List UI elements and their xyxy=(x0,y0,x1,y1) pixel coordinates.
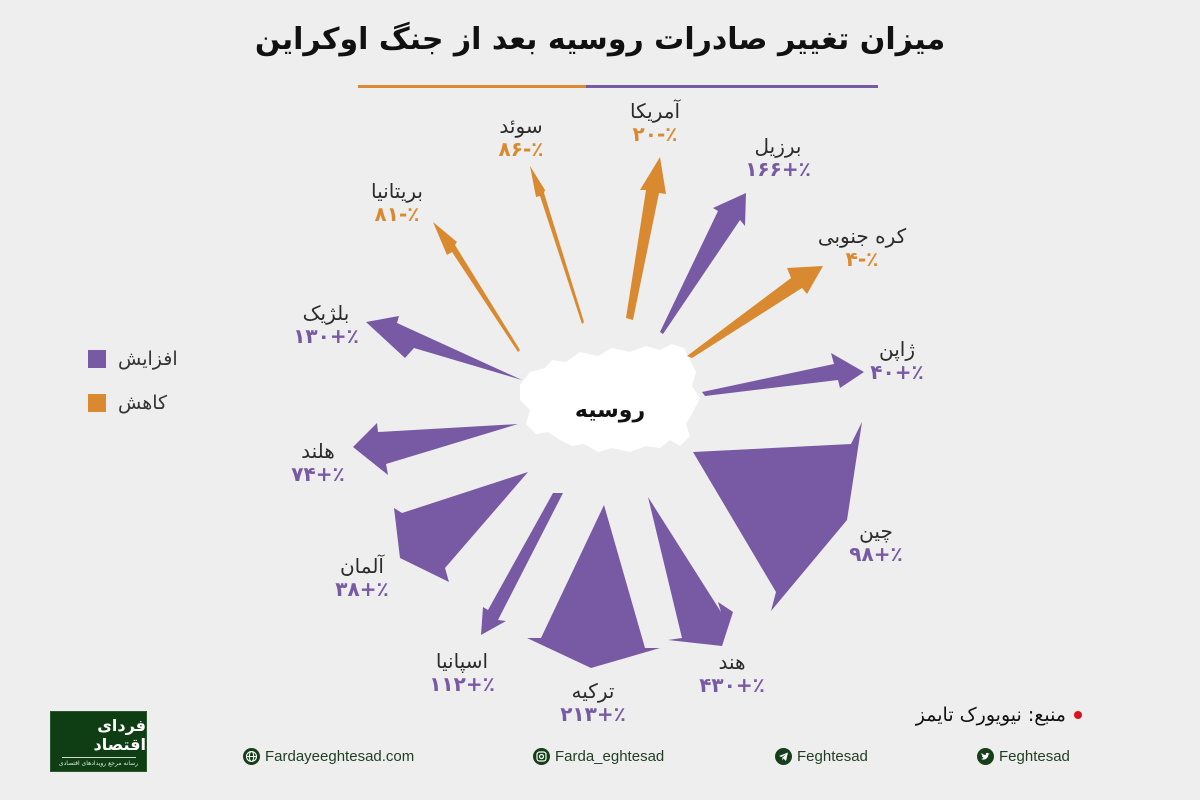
country-value: ٪+۳۸ xyxy=(335,577,389,601)
telegram-icon xyxy=(775,748,792,765)
globe-icon xyxy=(243,748,260,765)
arrow-turkey xyxy=(527,505,660,668)
country-value: ٪+۴۳۰ xyxy=(699,673,765,697)
link-text: Farda_eghtesad xyxy=(555,748,665,765)
label-south-korea: کره جنوبی ٪-۴ xyxy=(818,225,906,271)
label-turkey: ترکیه ٪+۲۱۳ xyxy=(560,680,626,726)
label-china: چین ٪+۹۸ xyxy=(849,520,902,566)
arrow-netherlands xyxy=(353,423,518,475)
legend-swatch-increase xyxy=(88,350,106,368)
country-name: هلند xyxy=(301,439,335,463)
twitter-link[interactable]: Feghtesad xyxy=(977,748,1070,765)
brand-logo: فردای اقتصاد رسانه مرجع رویدادهای اقتصاد… xyxy=(50,711,147,772)
instagram-icon xyxy=(533,748,550,765)
label-belgium: بلژیک ٪+۱۳۰ xyxy=(293,302,359,348)
legend-label: افزایش xyxy=(118,348,178,370)
country-name: برزیل xyxy=(754,134,802,158)
country-value: ٪+۲۱۳ xyxy=(560,702,626,726)
arrow-britain xyxy=(433,222,520,352)
arrow-germany xyxy=(394,472,528,582)
country-value: ٪-۸۱ xyxy=(374,202,420,226)
country-value: ٪+۱۱۲ xyxy=(429,672,495,696)
source-note: منبع: نیویورک تایمز xyxy=(916,704,1082,726)
arrow-brazil xyxy=(660,193,746,334)
country-name: سوئد xyxy=(499,114,543,138)
country-name: ترکیه xyxy=(571,679,615,703)
link-text: Feghtesad xyxy=(999,748,1070,765)
label-brazil: برزیل ٪+۱۶۶ xyxy=(745,135,811,181)
arrow-sweden xyxy=(530,166,584,324)
label-india: هند ٪+۴۳۰ xyxy=(699,651,765,697)
link-text: Feghtesad xyxy=(797,748,868,765)
legend-label: کاهش xyxy=(118,392,168,414)
country-name: بلژیک xyxy=(302,301,350,325)
bullet-dot-icon xyxy=(1074,711,1082,719)
source-text: منبع: نیویورک تایمز xyxy=(915,704,1066,726)
arrow-usa xyxy=(626,157,666,320)
label-germany: آلمان ٪+۳۸ xyxy=(335,555,388,601)
legend-swatch-decrease xyxy=(88,394,106,412)
telegram-link[interactable]: Feghtesad xyxy=(775,748,868,765)
country-value: ٪-۸۶ xyxy=(498,137,544,161)
arrow-south-korea xyxy=(687,266,823,358)
country-name: بریتانیا xyxy=(371,179,423,203)
label-netherlands: هلند ٪+۷۴ xyxy=(291,440,344,486)
arrow-belgium xyxy=(366,316,522,380)
label-japan: ژاپن ٪+۴۰ xyxy=(870,338,923,384)
country-name: ژاپن xyxy=(878,337,916,361)
center-label-russia: روسیه xyxy=(574,398,646,423)
label-britain: بریتانیا ٪-۸۱ xyxy=(371,180,423,226)
footer-social-links: Fardayeeghtesad.com Farda_eghtesad Feght… xyxy=(0,748,1200,772)
legend-item-increase: افزایش xyxy=(88,348,178,370)
arrow-japan xyxy=(702,353,864,396)
country-value: ٪+۴۰ xyxy=(870,360,924,384)
russia-map-shape xyxy=(520,344,700,452)
country-name: چین xyxy=(859,519,893,543)
arrow-china xyxy=(693,422,862,611)
chart-title: میزان تغییر صادرات روسیه بعد از جنگ اوکر… xyxy=(254,22,946,57)
logo-subtext: رسانه مرجع رویدادهای اقتصادی xyxy=(58,760,139,767)
country-name: هند xyxy=(718,650,746,674)
label-sweden: سوئد ٪-۸۶ xyxy=(499,115,544,161)
country-value: ٪-۲۰ xyxy=(632,122,678,146)
title-underline xyxy=(358,85,878,88)
website-link[interactable]: Fardayeeghtesad.com xyxy=(243,748,414,765)
label-usa: آمریکا ٪-۲۰ xyxy=(630,100,680,146)
country-value: ٪+۹۸ xyxy=(849,542,903,566)
twitter-icon xyxy=(977,748,994,765)
legend: افزایش کاهش xyxy=(88,348,178,436)
label-spain: اسپانیا ٪+۱۱۲ xyxy=(429,650,495,696)
country-name: کره جنوبی xyxy=(817,224,907,248)
country-value: ٪+۷۴ xyxy=(291,462,345,486)
link-text: Fardayeeghtesad.com xyxy=(265,748,415,765)
country-name: آلمان xyxy=(339,554,384,578)
instagram-link[interactable]: Farda_eghtesad xyxy=(533,748,664,765)
arrow-india xyxy=(648,497,733,646)
country-name: اسپانیا xyxy=(435,649,489,673)
logo-text: فردای اقتصاد xyxy=(93,716,146,754)
country-value: ٪+۱۶۶ xyxy=(745,157,811,181)
country-value: ٪+۱۳۰ xyxy=(293,324,359,348)
country-name: آمریکا xyxy=(629,99,681,123)
arrow-spain xyxy=(481,493,563,635)
legend-item-decrease: کاهش xyxy=(88,392,178,414)
country-value: ٪-۴ xyxy=(845,247,879,271)
